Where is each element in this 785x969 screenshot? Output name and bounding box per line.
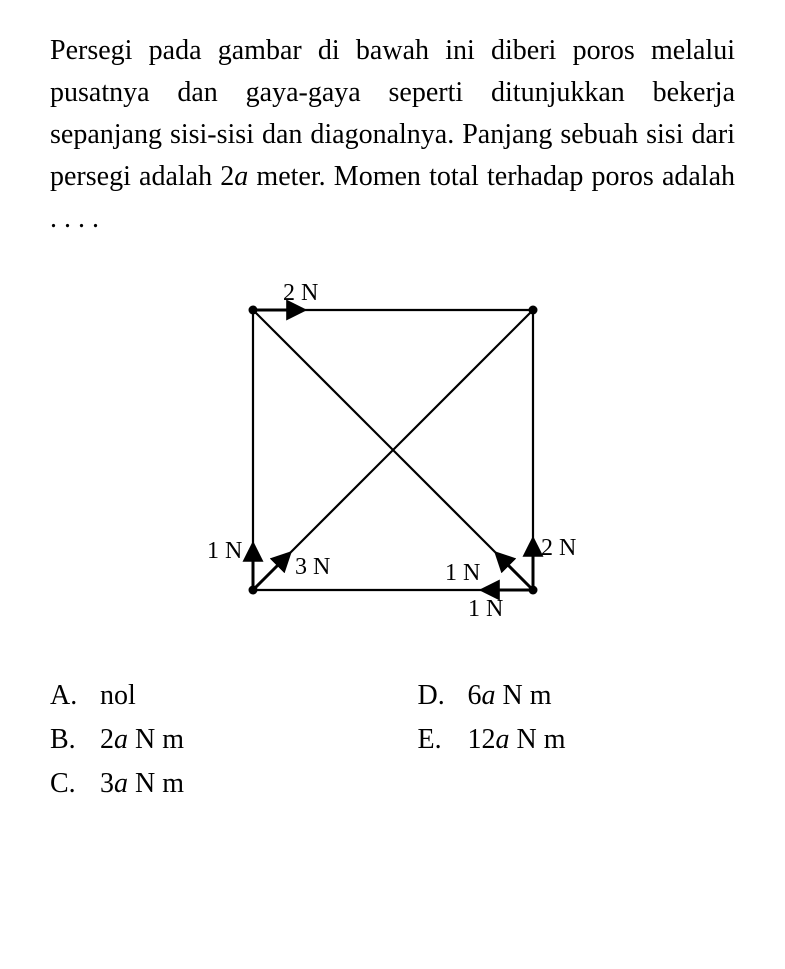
options-grid: A. nol D. 6a N m B. 2a N m E. 12a N m C.… [50, 680, 735, 800]
node-tr [528, 306, 537, 315]
question-text: Persegi pada gambar di bawah ini diberi … [50, 30, 735, 240]
option-B-prefix: 2 [100, 724, 114, 755]
option-B-letter: B. [50, 724, 100, 756]
question-var-a: a [234, 161, 248, 192]
option-E-var: a [496, 724, 510, 755]
force-label-diag-1N: 1 N [445, 560, 480, 586]
option-B-var: a [114, 724, 128, 755]
option-B: B. 2a N m [50, 724, 368, 756]
option-C-letter: C. [50, 768, 100, 800]
force-arrow-diag-3N [253, 554, 289, 590]
option-E-letter: E. [418, 724, 468, 756]
option-E-prefix: 12 [468, 724, 496, 755]
force-label-top-2N: 2 N [283, 280, 318, 306]
option-C-prefix: 3 [100, 768, 114, 799]
option-E: E. 12a N m [418, 724, 736, 756]
option-E-suffix: N m [510, 724, 566, 755]
option-C: C. 3a N m [50, 768, 368, 800]
option-C-var: a [114, 768, 128, 799]
option-D-suffix: N m [496, 680, 552, 711]
option-D: D. 6a N m [418, 680, 736, 712]
option-A-text: nol [100, 680, 136, 712]
option-A-prefix: nol [100, 680, 136, 711]
option-D-letter: D. [418, 680, 468, 712]
force-label-bottom-1N: 1 N [468, 596, 503, 622]
option-D-prefix: 6 [468, 680, 482, 711]
option-C-text: 3a N m [100, 768, 184, 800]
option-B-text: 2a N m [100, 724, 184, 756]
option-D-var: a [482, 680, 496, 711]
force-label-left-1N: 1 N [207, 538, 242, 564]
option-D-text: 6a N m [468, 680, 552, 712]
diagram-container: 2 N 1 N 3 N 1 N 2 N 1 N [50, 260, 735, 660]
option-A: A. nol [50, 680, 368, 712]
option-A-letter: A. [50, 680, 100, 712]
force-label-right-2N: 2 N [541, 535, 576, 561]
physics-diagram: 2 N 1 N 3 N 1 N 2 N 1 N [183, 260, 603, 660]
force-arrow-diag-1N [497, 554, 533, 590]
force-label-diag-3N: 3 N [295, 554, 330, 580]
option-B-suffix: N m [128, 724, 184, 755]
option-C-suffix: N m [128, 768, 184, 799]
option-E-text: 12a N m [468, 724, 566, 756]
